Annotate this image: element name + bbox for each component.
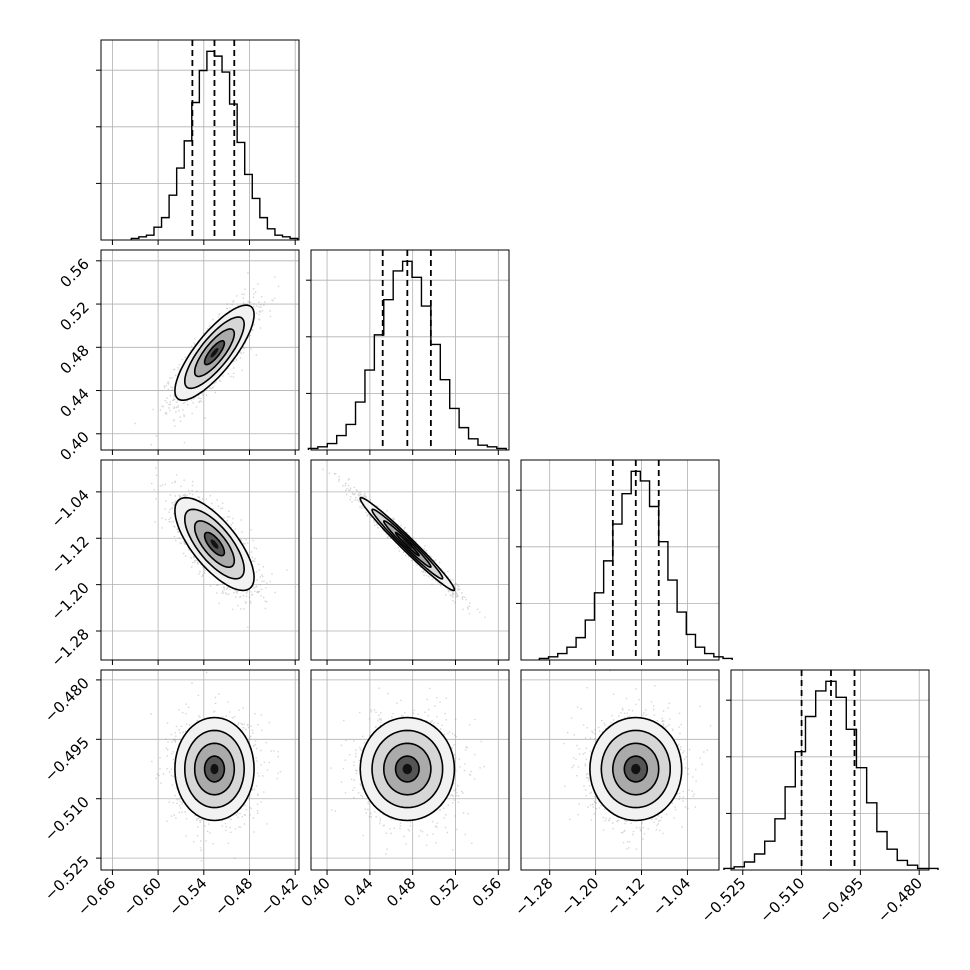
xtick-label-0-2: −0.54 — [165, 874, 210, 919]
hist-frame-1 — [310, 249, 510, 451]
contour-2-1-0 — [394, 531, 420, 557]
contour-3-1-1 — [382, 742, 432, 796]
ytick-label-2-2: −1.12 — [48, 532, 93, 577]
density-fill-1-0-4 — [210, 348, 219, 358]
hist-panel-3 — [723, 669, 939, 871]
xtick-label-3-0: −0.525 — [698, 874, 750, 926]
xtick-label-3-1: −0.510 — [756, 874, 808, 926]
contour-2-0-2 — [183, 508, 246, 580]
panel-frame-1-0 — [100, 249, 300, 451]
contour-3-0-3 — [174, 716, 255, 822]
density-fill-2-1-4 — [402, 539, 412, 549]
ytick-label-1-4: 0.56 — [56, 255, 92, 291]
scatter-content-2-1 — [322, 468, 486, 619]
panel-frame-3-1 — [310, 669, 510, 871]
contour-3-0-2 — [183, 729, 246, 809]
panel-frame-2-0 — [100, 459, 300, 661]
contour-3-2-0 — [623, 755, 649, 783]
density-fill-3-0-4 — [210, 763, 219, 775]
hist-line-3 — [723, 680, 939, 870]
contour-3-1-2 — [371, 729, 444, 809]
contour-3-1-0 — [394, 755, 420, 783]
ytick-label-3-1: −0.510 — [41, 793, 93, 845]
ytick-label-2-3: −1.04 — [48, 486, 93, 531]
scatter-panel-1-0 — [100, 249, 300, 451]
panel-frame-3-2 — [520, 669, 720, 871]
scatter-content-2-0 — [151, 467, 288, 628]
ytick-label-2-1: −1.20 — [48, 579, 93, 624]
scatter-panel-3-1 — [310, 669, 510, 871]
hist-frame-3 — [730, 669, 930, 871]
scatter-content-3-0 — [150, 671, 282, 862]
scatter-panel-2-1 — [310, 459, 510, 661]
ytick-label-1-0: 0.40 — [56, 428, 92, 464]
xtick-label-2-2: −1.12 — [603, 874, 648, 919]
contour-3-1-3 — [359, 716, 456, 822]
contour-3-2-1 — [611, 742, 660, 796]
panel-frame-2-1 — [310, 459, 510, 661]
contour-3-2-3 — [589, 716, 683, 822]
contour-1-0-3 — [174, 304, 255, 401]
xtick-label-0-1: −0.60 — [120, 874, 165, 919]
hist-panel-2 — [516, 459, 733, 661]
contour-1-0-1 — [193, 328, 236, 378]
scatter-content-3-1 — [330, 687, 485, 855]
ytick-label-2-0: −1.28 — [48, 625, 93, 670]
xtick-label-3-3: −0.480 — [874, 874, 926, 926]
xtick-label-1-4: 0.56 — [469, 874, 505, 910]
xtick-label-1-3: 0.52 — [426, 874, 462, 910]
contour-2-1-2 — [371, 508, 444, 580]
xtick-label-2-0: −1.28 — [511, 874, 556, 919]
ytick-label-1-1: 0.44 — [56, 385, 92, 421]
scatter-panel-3-2 — [520, 669, 720, 871]
hist-frame-2 — [520, 459, 720, 661]
xtick-label-1-0: 0.40 — [298, 874, 334, 910]
scatter-content-3-2 — [563, 670, 712, 850]
hist-panel-0 — [96, 39, 300, 241]
density-fill-2-0-4 — [210, 539, 219, 549]
ytick-label-1-3: 0.52 — [56, 298, 92, 334]
scatter-panel-2-0 — [100, 459, 300, 661]
density-fill-3-1-4 — [402, 763, 412, 775]
xtick-label-0-3: −0.48 — [211, 874, 256, 919]
ytick-label-3-3: −0.480 — [41, 674, 93, 726]
ytick-label-3-2: −0.495 — [41, 733, 93, 785]
contour-1-0-0 — [203, 340, 226, 366]
scatter-panel-3-0 — [100, 669, 300, 871]
hist-frame-0 — [100, 39, 300, 241]
contour-2-0-3 — [174, 496, 255, 592]
xtick-label-2-3: −1.04 — [649, 874, 694, 919]
contour-2-1-3 — [359, 496, 456, 592]
xtick-label-1-1: 0.44 — [340, 874, 376, 910]
contour-3-0-0 — [203, 755, 226, 783]
xtick-label-1-2: 0.48 — [383, 874, 419, 910]
density-fill-3-2-4 — [631, 763, 641, 775]
hist-panel-1 — [306, 249, 510, 451]
contour-2-0-0 — [203, 531, 226, 557]
scatter-content-1-0 — [134, 272, 280, 446]
contour-3-0-1 — [193, 742, 236, 796]
panel-frame-3-0 — [100, 669, 300, 871]
contour-1-0-2 — [183, 316, 246, 390]
contour-2-1-1 — [382, 520, 432, 569]
ytick-label-1-2: 0.48 — [56, 341, 92, 377]
xtick-label-3-2: −0.495 — [815, 874, 867, 926]
xtick-label-0-0: −0.66 — [74, 874, 119, 919]
contour-2-0-1 — [193, 520, 236, 568]
xtick-label-2-1: −1.20 — [557, 874, 602, 919]
contour-3-2-2 — [600, 729, 672, 809]
xtick-label-0-4: −0.42 — [257, 874, 302, 919]
